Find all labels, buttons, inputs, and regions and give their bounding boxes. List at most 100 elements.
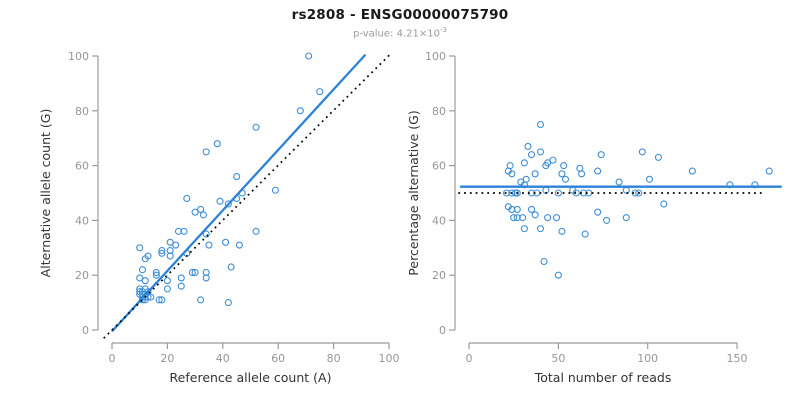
data-point [197,296,205,304]
data-point [296,107,304,115]
data-point [615,178,623,186]
x-axis-title: Total number of reads [534,370,672,385]
data-point [622,186,630,194]
data-point [224,200,232,208]
y-axis-title: Alternative allele count (G) [38,109,53,278]
data-point [531,170,539,178]
plot-header: rs2808 - ENSG00000075790 p-value: 4.21×1… [0,0,800,39]
p-value-subtitle: p-value: 4.21×10-3 [0,26,800,39]
y-tick-label: 20 [432,269,446,282]
data-point [578,170,586,178]
x-tick-label: 40 [216,352,230,365]
data-point [502,189,511,197]
data-point [553,214,561,222]
data-point [138,266,147,274]
y-tick-label: 0 [439,324,446,337]
data-point [527,205,536,213]
data-point [508,205,516,213]
data-point [520,225,528,233]
data-point [645,175,654,183]
data-point [158,249,166,257]
data-point [561,175,570,183]
y-tick-label: 60 [75,160,89,173]
data-point [136,274,144,282]
y-axis-title: Percentage alternative (G) [406,110,421,275]
data-point [622,214,630,222]
data-point [271,186,279,194]
data-point [163,277,171,285]
data-point [513,189,521,197]
data-point [508,189,516,197]
data-point [504,167,512,175]
data-point [519,214,527,222]
x-tick-label: 150 [727,352,748,365]
data-point [549,156,557,164]
data-point [603,216,611,224]
data-point [180,227,188,235]
data-point [520,159,528,167]
data-point [594,208,602,216]
data-point [227,263,235,271]
y-tick-label: 80 [432,105,446,118]
data-point [635,189,643,197]
data-point [638,148,646,156]
data-point [188,268,196,277]
data-point [544,214,552,222]
data-point [177,282,185,290]
data-point [233,173,241,181]
identity-line [103,54,391,339]
y-tick-label: 100 [68,50,89,63]
data-point [177,274,185,282]
data-point [660,200,668,208]
x-tick-label: 0 [109,352,116,365]
data-point [158,296,166,304]
data-point [172,241,180,249]
data-point [213,140,221,148]
x-tick-label: 100 [637,352,658,365]
data-point [197,205,205,213]
data-point [510,214,518,222]
data-point [536,120,545,129]
data-point [572,189,580,197]
data-point [205,241,213,249]
data-point [191,268,199,277]
data-point [554,271,562,279]
regression-line [111,53,367,333]
data-point [224,299,232,307]
data-point [202,148,210,156]
data-point [524,142,532,150]
x-tick-label: 20 [160,352,174,365]
data-point [202,230,210,238]
y-tick-label: 40 [432,214,446,227]
data-point [141,255,149,263]
plots-row: 0 20 40 60 80 100 0 20 40 60 80 100 Reference allele… [0,45,800,400]
data-point [654,153,662,161]
x-tick-label: 60 [271,352,285,365]
data-point [252,227,260,235]
y-tick-label: 100 [425,50,446,63]
data-point [163,285,171,293]
data-point [147,293,155,301]
x-axis-title: Reference allele count (A) [170,370,332,385]
data-point [158,246,166,255]
data-point [235,241,243,249]
data-point [216,197,224,205]
data-point [252,123,260,131]
data-point [166,238,174,246]
data-point [183,194,191,203]
data-point [558,170,566,178]
data-point [222,238,230,246]
data-point [597,151,605,159]
data-point [155,296,163,304]
data-point [536,148,545,156]
left-scatter-plot: 0 20 40 60 80 100 0 20 40 60 80 100 Reference allele… [38,50,400,385]
data-point [765,167,773,175]
data-point [305,52,313,60]
data-point [141,277,149,285]
data-point [527,151,536,159]
data-point [560,162,568,170]
x-tick-label: 80 [327,352,341,365]
data-point [199,211,207,219]
data-point [688,167,696,175]
